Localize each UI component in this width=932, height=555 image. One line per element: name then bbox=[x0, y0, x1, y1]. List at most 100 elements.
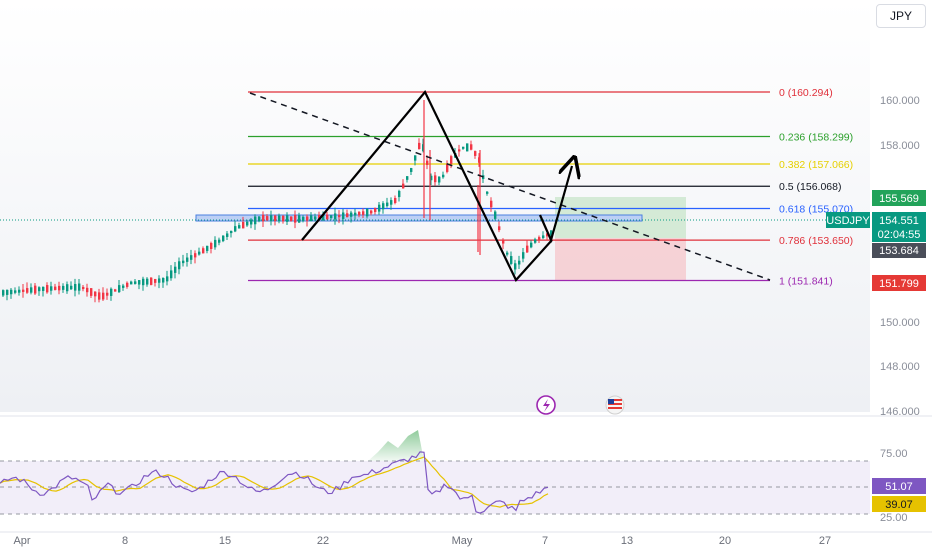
fib-label: 1 (151.841) bbox=[779, 276, 833, 288]
candle bbox=[474, 151, 477, 156]
candle bbox=[386, 202, 389, 207]
candle bbox=[450, 156, 453, 164]
candle bbox=[214, 239, 217, 248]
candle bbox=[118, 285, 121, 293]
svg-text:39.07: 39.07 bbox=[885, 499, 913, 511]
candle bbox=[210, 243, 213, 249]
candle bbox=[14, 290, 17, 293]
us-flag-icon[interactable] bbox=[605, 395, 625, 415]
candle bbox=[506, 252, 509, 255]
candle bbox=[510, 256, 513, 264]
candle bbox=[94, 291, 97, 297]
candle bbox=[202, 248, 205, 254]
candlestick-series[interactable] bbox=[2, 100, 553, 303]
time-axis[interactable]: Apr 8 15 22 May 7 13 20 27 bbox=[13, 535, 831, 547]
candle bbox=[206, 245, 209, 251]
candle bbox=[470, 144, 473, 150]
candle bbox=[322, 214, 325, 221]
time-tick-label: 15 bbox=[219, 535, 231, 547]
rsi-value-badge: 51.07 bbox=[872, 478, 926, 494]
candle bbox=[422, 144, 425, 151]
candle bbox=[438, 176, 441, 183]
candle bbox=[342, 212, 345, 219]
loss-zone[interactable] bbox=[555, 238, 686, 281]
entry-price-badge: 153.684 bbox=[872, 243, 926, 258]
candle bbox=[302, 216, 305, 221]
candle bbox=[250, 219, 253, 225]
candle bbox=[246, 221, 249, 226]
candle bbox=[330, 215, 333, 219]
svg-text:154.551: 154.551 bbox=[879, 215, 919, 227]
candle bbox=[126, 282, 129, 287]
candle bbox=[150, 277, 153, 285]
candle bbox=[174, 266, 177, 273]
candle bbox=[130, 281, 133, 285]
candle bbox=[2, 290, 5, 296]
svg-text:155.569: 155.569 bbox=[879, 193, 919, 205]
time-tick-label: 13 bbox=[621, 535, 633, 547]
candle bbox=[270, 215, 273, 222]
candle bbox=[230, 230, 233, 234]
support-zone[interactable] bbox=[195, 214, 643, 222]
candle bbox=[218, 239, 221, 243]
candle bbox=[178, 261, 181, 270]
candle bbox=[146, 278, 149, 285]
candle bbox=[274, 215, 277, 222]
main-pane-bg bbox=[0, 0, 870, 412]
candle bbox=[462, 146, 465, 149]
price-tick-label: 160.000 bbox=[880, 95, 920, 107]
candle bbox=[414, 155, 417, 161]
currency-selector[interactable]: JPY bbox=[876, 4, 926, 28]
candle bbox=[434, 175, 437, 183]
candle bbox=[514, 263, 517, 270]
target-price-badge: 155.569 bbox=[872, 190, 926, 206]
candle bbox=[298, 215, 301, 223]
trend-line[interactable] bbox=[249, 92, 771, 281]
candle bbox=[34, 285, 37, 294]
candle bbox=[138, 280, 141, 285]
candle bbox=[74, 284, 77, 291]
lightning-icon[interactable] bbox=[536, 395, 556, 415]
candle bbox=[238, 225, 241, 229]
candle bbox=[366, 208, 369, 217]
price-tick-label: 158.000 bbox=[880, 140, 920, 152]
candle bbox=[78, 283, 81, 291]
candle bbox=[398, 190, 401, 198]
candle bbox=[490, 200, 493, 208]
pattern-zigzag[interactable] bbox=[301, 89, 553, 282]
candle bbox=[266, 216, 269, 221]
candle bbox=[542, 235, 545, 239]
candle bbox=[22, 289, 25, 292]
price-tick-label: 150.000 bbox=[880, 317, 920, 329]
candle bbox=[262, 214, 265, 222]
candle bbox=[370, 210, 373, 214]
candle bbox=[290, 216, 293, 221]
svg-text:USDJPY: USDJPY bbox=[826, 215, 870, 227]
candle bbox=[102, 292, 105, 300]
candle bbox=[226, 233, 229, 237]
candle bbox=[350, 212, 353, 217]
candle bbox=[402, 183, 405, 189]
stop-price-badge: 151.799 bbox=[872, 275, 926, 291]
candle bbox=[530, 242, 533, 248]
time-tick-label: 7 bbox=[542, 535, 548, 547]
candle bbox=[234, 226, 237, 232]
rsi-line[interactable] bbox=[0, 451, 549, 514]
price-axis[interactable]: 160.000 158.000 150.000 148.000 146.000 bbox=[880, 95, 920, 418]
candle bbox=[198, 251, 201, 255]
candle bbox=[122, 285, 125, 288]
candle bbox=[430, 175, 433, 181]
candle bbox=[346, 213, 349, 218]
candle bbox=[546, 233, 549, 237]
candle bbox=[222, 235, 225, 242]
time-tick-label: 27 bbox=[819, 535, 831, 547]
rsi-axis[interactable]: 75.00 25.00 bbox=[880, 448, 908, 524]
projection-arrow[interactable] bbox=[538, 166, 572, 244]
candle bbox=[410, 168, 413, 172]
candle bbox=[70, 285, 73, 290]
svg-text:02:04:55: 02:04:55 bbox=[878, 229, 921, 241]
candle bbox=[382, 203, 385, 210]
fib-label: 0.382 (157.066) bbox=[779, 159, 853, 171]
candle bbox=[182, 260, 185, 264]
